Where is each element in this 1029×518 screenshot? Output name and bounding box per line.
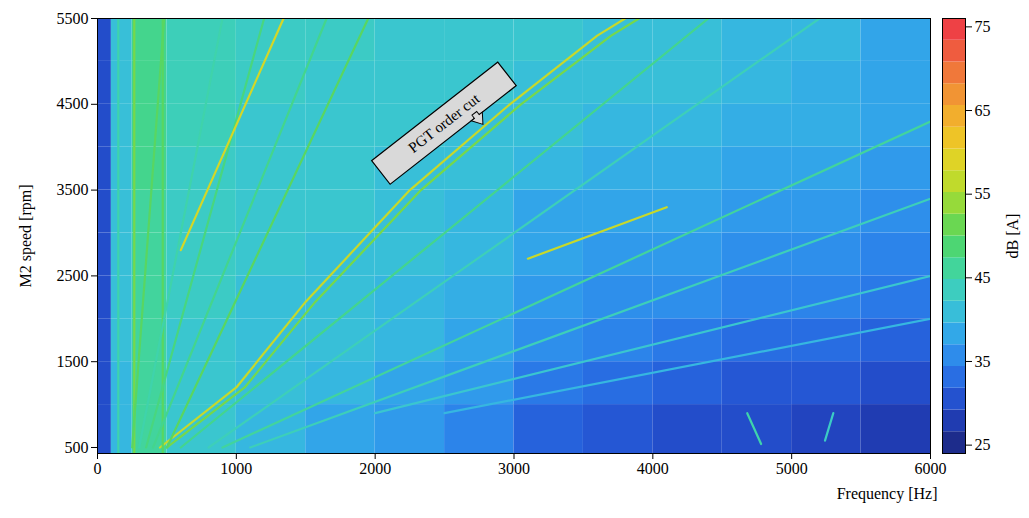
svg-text:PGT order cut: PGT order cut (405, 90, 483, 156)
svg-text:65: 65 (975, 102, 991, 119)
svg-text:500: 500 (65, 439, 89, 456)
svg-text:75: 75 (975, 18, 991, 35)
svg-text:25: 25 (975, 436, 991, 453)
svg-text:dB [A]: dB [A] (1004, 214, 1021, 259)
svg-text:35: 35 (975, 353, 991, 370)
svg-text:4000: 4000 (637, 460, 669, 477)
svg-text:6000: 6000 (915, 460, 947, 477)
svg-text:1500: 1500 (57, 353, 89, 370)
svg-text:Frequency [Hz]: Frequency [Hz] (837, 485, 938, 503)
svg-text:5500: 5500 (57, 10, 89, 27)
svg-text:3500: 3500 (57, 181, 89, 198)
svg-text:45: 45 (975, 269, 991, 286)
svg-text:3000: 3000 (498, 460, 530, 477)
svg-text:5000: 5000 (776, 460, 808, 477)
svg-text:2500: 2500 (57, 267, 89, 284)
svg-text:1000: 1000 (220, 460, 252, 477)
svg-text:4500: 4500 (57, 95, 89, 112)
svg-text:0: 0 (94, 460, 102, 477)
svg-text:2000: 2000 (359, 460, 391, 477)
svg-text:55: 55 (975, 185, 991, 202)
svg-text:M2 speed [rpm]: M2 speed [rpm] (17, 184, 35, 287)
